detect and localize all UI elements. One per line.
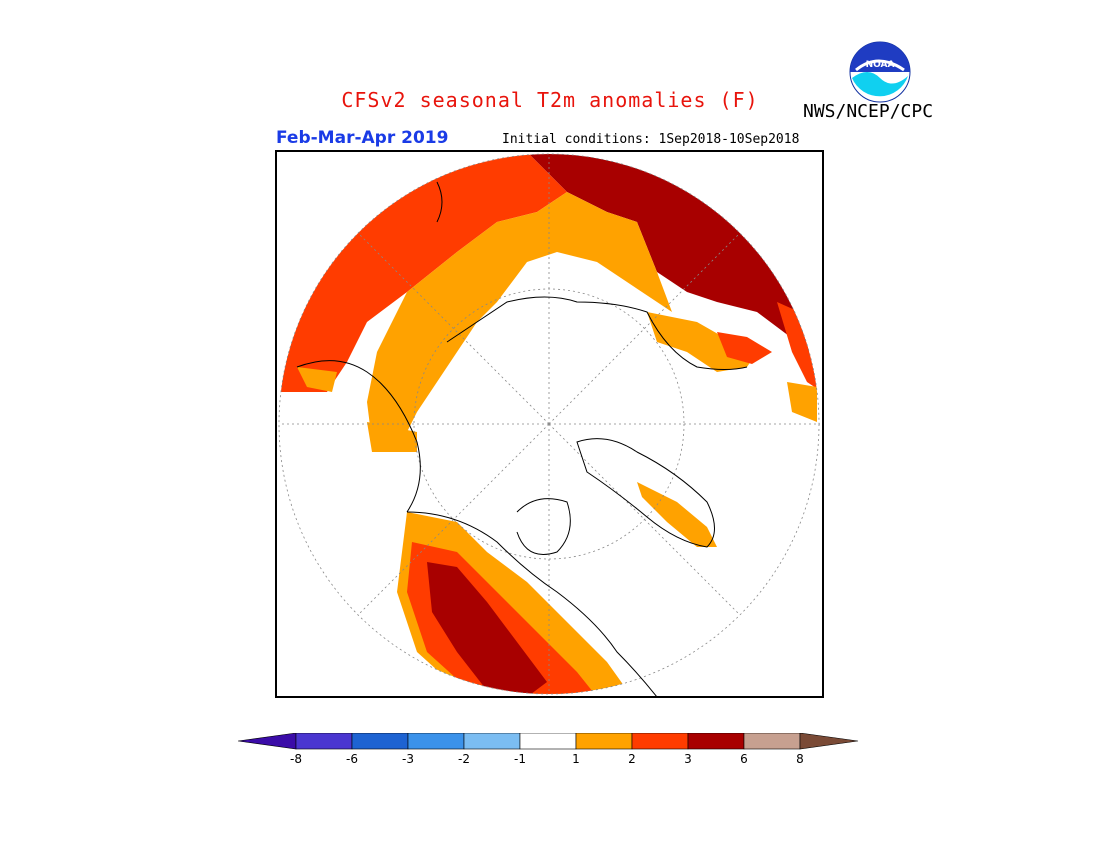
colorbar-tick-label: 1 xyxy=(572,752,580,766)
anomaly-region-orange-east-small xyxy=(787,382,817,422)
chart-title: CFSv2 seasonal T2m anomalies (F) xyxy=(341,88,759,112)
anomaly-region-dark-red-south xyxy=(427,562,547,694)
anomaly-region-orange-greenland xyxy=(637,482,717,547)
colorbar-tick-label: -2 xyxy=(458,752,470,766)
colorbar-arrow-low xyxy=(238,733,297,750)
anomaly-region-orange-north xyxy=(367,192,672,452)
anomaly-region-orange-west xyxy=(297,367,337,392)
colorbar-cell xyxy=(575,733,633,750)
anomaly-region-red-northeast xyxy=(717,332,772,364)
polar-map xyxy=(275,150,824,698)
graticule xyxy=(278,153,820,695)
colorbar-tick-label: 3 xyxy=(684,752,692,766)
colorbar-cell xyxy=(463,733,521,750)
colorbar-cell xyxy=(743,733,801,750)
colorbar-tick-label: 6 xyxy=(740,752,748,766)
colorbar-cell xyxy=(631,733,689,750)
colorbar-tick-label: -8 xyxy=(290,752,302,766)
initial-conditions: Initial conditions: 1Sep2018-10Sep2018 xyxy=(502,132,800,147)
anomaly-map-svg xyxy=(278,153,820,696)
colorbar-tick-label: 2 xyxy=(628,752,636,766)
colorbar-tick-label: -3 xyxy=(402,752,414,766)
noaa-logo: NOAA xyxy=(849,41,911,103)
forecast-period: Feb-Mar-Apr 2019 xyxy=(276,128,449,148)
colorbar-cell xyxy=(407,733,465,750)
colorbar-cell xyxy=(687,733,745,750)
colorbar-cell xyxy=(519,733,577,750)
coastlines xyxy=(296,181,748,696)
colorbar xyxy=(238,733,859,750)
anomaly-region-orange-west2 xyxy=(367,422,417,452)
colorbar-cell xyxy=(351,733,409,750)
colorbar-tick-label: 8 xyxy=(796,752,804,766)
colorbar-tick-label: -6 xyxy=(346,752,358,766)
svg-text:NOAA: NOAA xyxy=(866,60,895,70)
colorbar-tick-label: -1 xyxy=(514,752,526,766)
agency-label: NWS/NCEP/CPC xyxy=(803,101,934,122)
colorbar-arrow-high xyxy=(799,733,859,750)
colorbar-cell xyxy=(295,733,353,750)
